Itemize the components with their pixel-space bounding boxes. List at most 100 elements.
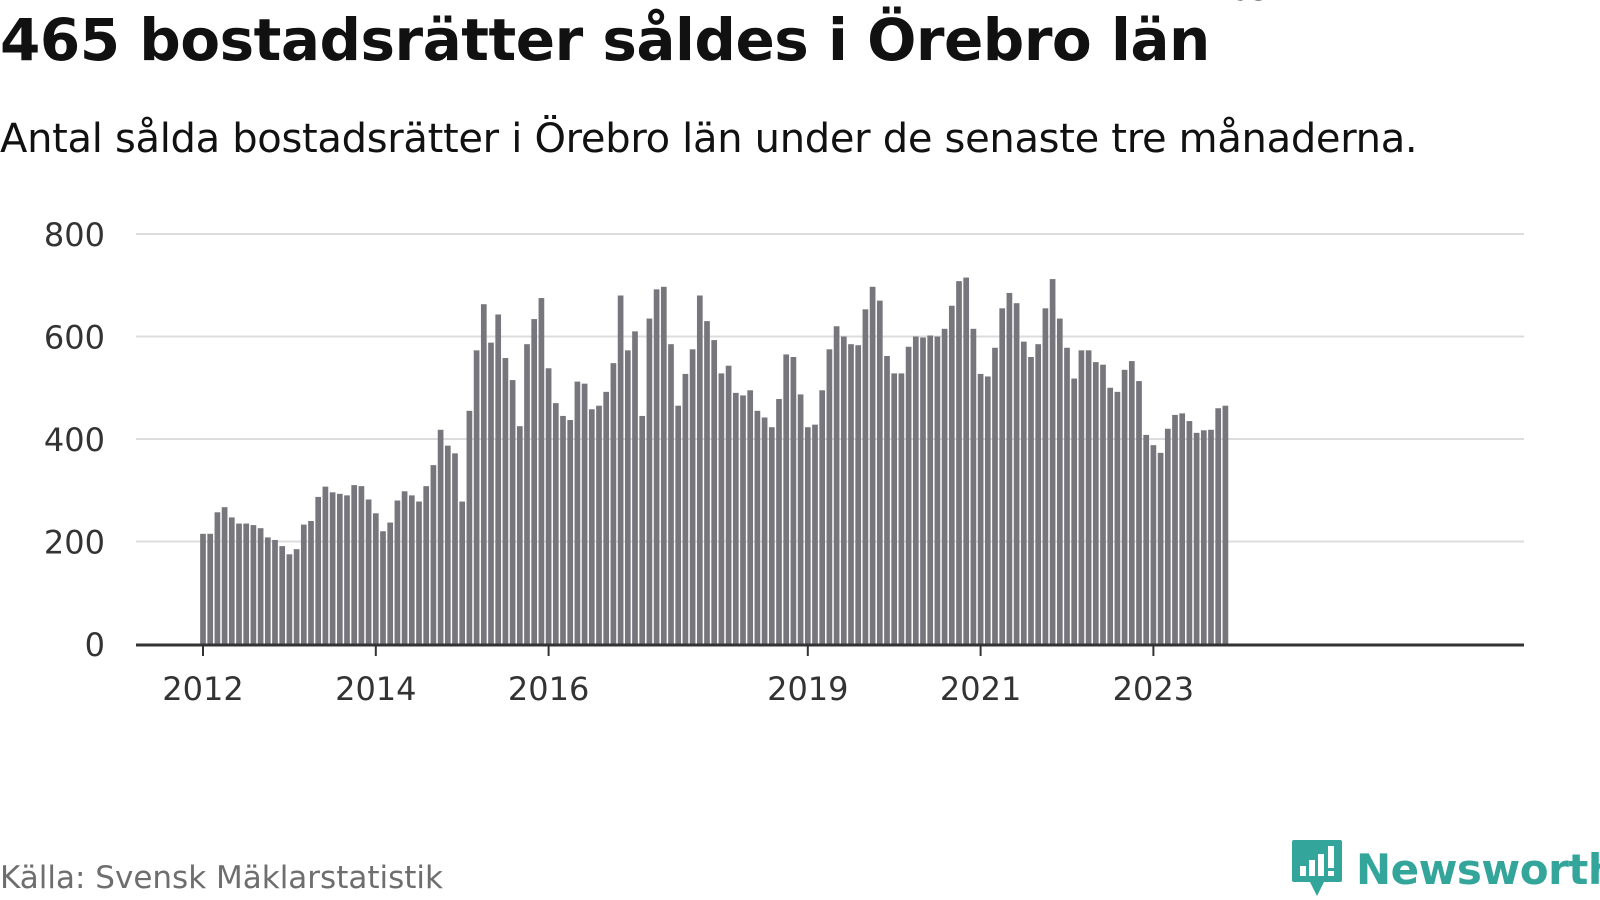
bar [956, 281, 962, 644]
annotations: 465 [1209, 0, 1270, 8]
y-tick-label: 0 [85, 626, 105, 664]
value-label: 465 [1209, 0, 1270, 8]
bar [934, 336, 941, 644]
bar [1179, 413, 1186, 644]
bar [444, 445, 451, 644]
bar [365, 499, 372, 644]
y-tick-label: 600 [44, 319, 105, 357]
newsworthy-logo: Newsworthy [1290, 838, 1600, 900]
bar [416, 501, 422, 644]
bar [257, 528, 264, 644]
bar [1071, 378, 1078, 644]
bar [228, 517, 235, 644]
bar [639, 415, 646, 644]
bar [1222, 405, 1229, 644]
bar [855, 345, 862, 644]
y-axis-tick-labels: 0 200 400 600 800 [44, 216, 105, 664]
bar [214, 512, 221, 644]
bar [610, 363, 617, 644]
bar [509, 380, 516, 644]
bar [329, 492, 336, 644]
bar [264, 537, 271, 644]
bar [682, 373, 689, 644]
bar [876, 300, 883, 644]
bar [761, 417, 768, 644]
bar [358, 486, 365, 644]
bar [315, 496, 322, 644]
y-tick-label: 400 [44, 421, 105, 459]
bar [236, 523, 242, 644]
bar [1200, 430, 1207, 644]
bar [300, 524, 307, 644]
bar [1186, 421, 1193, 644]
bar [531, 319, 538, 644]
bar [272, 539, 278, 644]
bar [293, 549, 300, 644]
bar [603, 391, 610, 644]
bar [1164, 428, 1171, 644]
bar [488, 342, 494, 644]
bar [718, 373, 725, 644]
bar [797, 394, 804, 644]
x-tick-label: 2014 [335, 670, 416, 708]
bar [380, 531, 386, 644]
bar [1136, 381, 1142, 644]
bar [999, 308, 1006, 644]
bar [574, 381, 581, 644]
bar [516, 426, 523, 644]
bar [1078, 350, 1085, 644]
bar [1049, 279, 1056, 644]
x-axis-tick-labels: 2012 2014 2016 2019 2021 2023 [162, 645, 1194, 708]
bar [754, 410, 761, 644]
bar [675, 405, 682, 644]
chart-subtitle: Antal sålda bostadsrätter i Örebro län u… [0, 116, 1418, 162]
bar [1100, 364, 1106, 644]
bar [351, 485, 358, 644]
bar [1006, 292, 1013, 644]
bars [200, 277, 1229, 644]
bar [437, 429, 444, 644]
bar [740, 395, 746, 644]
bar [200, 533, 206, 644]
bar [632, 331, 638, 644]
bar [848, 344, 854, 644]
bar [1028, 357, 1034, 644]
bar [1121, 369, 1128, 644]
x-tick-label: 2021 [940, 670, 1021, 708]
bar [552, 403, 559, 644]
bar [1056, 318, 1063, 644]
bar [653, 289, 660, 644]
x-tick-label: 2019 [767, 670, 848, 708]
bar [588, 409, 595, 644]
bar [660, 286, 667, 644]
bar [1107, 387, 1114, 644]
bar [898, 373, 905, 644]
bar [941, 328, 948, 644]
bar [322, 486, 329, 644]
bar [308, 521, 314, 644]
bar [1193, 432, 1200, 644]
bar [984, 376, 991, 644]
bar [977, 373, 984, 644]
bar [459, 501, 466, 644]
bar [624, 350, 631, 644]
bar [394, 500, 401, 644]
bar-chart: 0 200 400 600 800 2012 2014 2016 2019 2021 2023 4… [44, 0, 1524, 708]
bar [927, 335, 934, 644]
bar [1157, 452, 1164, 644]
bar [250, 525, 257, 644]
bar [596, 405, 602, 644]
bar [1150, 445, 1157, 644]
bar [221, 507, 228, 644]
bar [408, 495, 415, 644]
bar [344, 495, 350, 644]
bar [286, 554, 293, 644]
bar [804, 427, 811, 644]
bar [372, 513, 379, 644]
bar [1035, 344, 1042, 644]
bar [243, 523, 250, 644]
bar [1042, 308, 1049, 644]
bar [1092, 362, 1099, 644]
bar [1215, 408, 1222, 644]
bar [696, 295, 703, 644]
